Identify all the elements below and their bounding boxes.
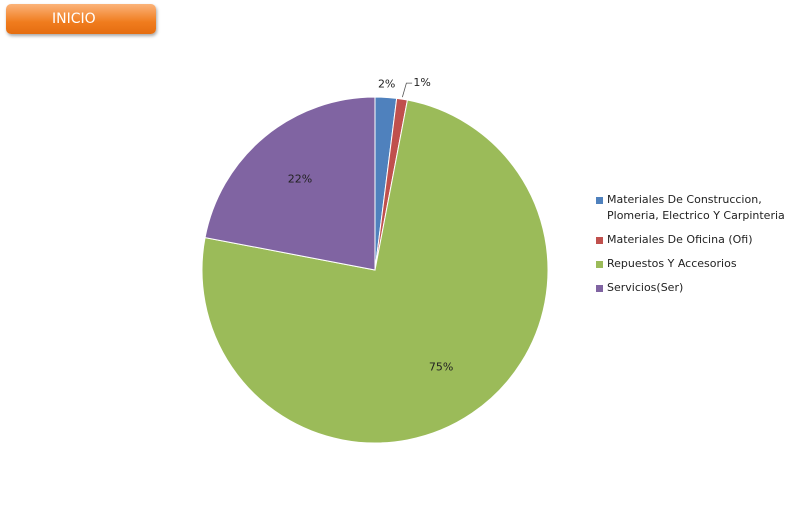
data-label: 75% — [429, 360, 453, 373]
legend-item: Materiales De Oficina (Ofi) — [596, 232, 791, 248]
data-label: 22% — [288, 172, 312, 185]
data-label: 2% — [378, 77, 395, 90]
data-label: 1% — [413, 76, 430, 89]
legend-item: Repuestos Y Accesorios — [596, 256, 791, 272]
inicio-button[interactable]: INICIO — [6, 4, 156, 34]
legend-swatch — [596, 197, 603, 204]
legend-item: Materiales De Construccion, Plomeria, El… — [596, 192, 791, 224]
legend-swatch — [596, 261, 603, 268]
legend-item: Servicios(Ser) — [596, 280, 791, 296]
pie-slice — [204, 96, 376, 271]
legend-label: Repuestos Y Accesorios — [607, 257, 737, 270]
legend-label: Materiales De Construccion, Plomeria, El… — [607, 193, 785, 222]
legend-label: Servicios(Ser) — [607, 281, 684, 294]
leader-line — [401, 82, 413, 98]
legend-swatch — [596, 285, 603, 292]
legend-label: Materiales De Oficina (Ofi) — [607, 233, 753, 246]
legend-swatch — [596, 237, 603, 244]
pie-slice — [201, 99, 549, 444]
legend: Materiales De Construccion, Plomeria, El… — [596, 192, 791, 304]
